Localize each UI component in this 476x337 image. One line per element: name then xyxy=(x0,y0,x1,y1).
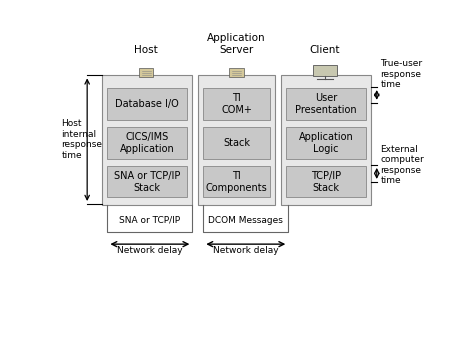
Bar xyxy=(313,65,337,76)
Bar xyxy=(139,68,153,77)
Text: Host: Host xyxy=(134,45,158,55)
Text: SNA or TCP/IP: SNA or TCP/IP xyxy=(119,216,180,225)
Bar xyxy=(203,88,270,120)
Text: Application
Server: Application Server xyxy=(207,33,266,55)
Text: SNA or TCP/IP
Stack: SNA or TCP/IP Stack xyxy=(114,171,180,193)
Text: User
Presentation: User Presentation xyxy=(295,93,357,115)
Text: Database I/O: Database I/O xyxy=(115,99,179,109)
Text: TCP/IP
Stack: TCP/IP Stack xyxy=(311,171,341,193)
Text: DCOM Messages: DCOM Messages xyxy=(208,216,283,225)
Text: Stack: Stack xyxy=(223,138,250,148)
Text: Application
Logic: Application Logic xyxy=(298,132,353,154)
Bar xyxy=(108,88,187,120)
Bar xyxy=(108,127,187,158)
Text: Network delay: Network delay xyxy=(117,246,183,254)
Bar xyxy=(203,127,270,158)
Bar xyxy=(229,68,244,77)
Bar xyxy=(102,75,192,205)
Text: TI
COM+: TI COM+ xyxy=(221,93,252,115)
Bar xyxy=(287,127,366,158)
Bar xyxy=(287,166,366,197)
Text: True-user
response
time: True-user response time xyxy=(380,59,423,89)
Text: CICS/IMS
Application: CICS/IMS Application xyxy=(120,132,175,154)
Bar xyxy=(287,88,366,120)
Text: External
computer
response
time: External computer response time xyxy=(380,145,424,185)
Bar xyxy=(203,166,270,197)
Text: Network delay: Network delay xyxy=(213,246,278,254)
Bar xyxy=(108,166,187,197)
Text: Host
internal
response
time: Host internal response time xyxy=(61,119,102,160)
Bar xyxy=(281,75,371,205)
Text: TI
Components: TI Components xyxy=(206,171,268,193)
Bar xyxy=(198,75,275,205)
Text: Client: Client xyxy=(310,45,340,55)
